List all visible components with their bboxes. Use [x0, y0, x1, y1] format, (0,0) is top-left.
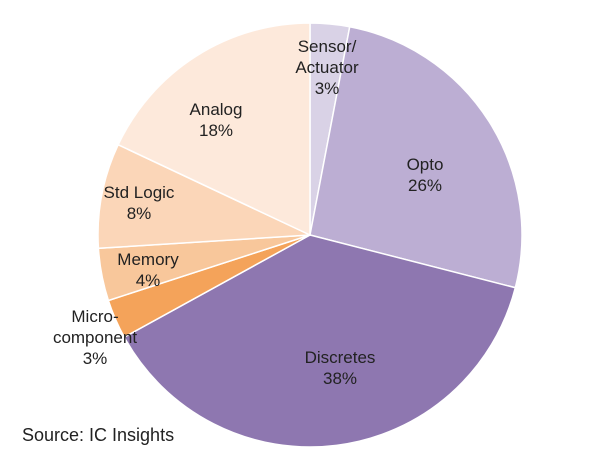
slice-value-analog: 18%: [199, 121, 233, 140]
slice-name-opto: Opto: [407, 155, 444, 174]
slice-value-sensor-actuator: 3%: [315, 79, 340, 98]
slice-label-analog: Analog 18%: [190, 100, 243, 140]
slice-label-std-logic: Std Logic 8%: [104, 183, 175, 223]
slice-label-opto: Opto 26%: [407, 155, 444, 195]
pie-slice-analog: [117, 22, 311, 237]
slice-value-micro-component: 3%: [83, 349, 108, 368]
slice-name-discretes: Discretes: [305, 348, 376, 367]
slice-label-sensor-actuator: Sensor/Actuator 3%: [295, 37, 359, 98]
pie-slice-std-logic: [97, 143, 311, 250]
slice-name-analog: Analog: [190, 100, 243, 119]
slice-name-memory: Memory: [117, 250, 179, 269]
slice-label-memory: Memory 4%: [117, 250, 179, 290]
pie-slice-discretes: [123, 234, 517, 448]
slice-name-sensor-actuator: Sensor/: [298, 37, 357, 56]
slice-label-discretes: Discretes 38%: [305, 348, 376, 388]
slice-label-micro-component: Micro-component 3%: [53, 307, 137, 368]
slice-value-discretes: 38%: [323, 369, 357, 388]
source-note: Source: IC Insights: [22, 425, 175, 445]
slice-name-micro-component: Micro-: [71, 307, 118, 326]
slice-name-micro-component: component: [53, 328, 137, 347]
slice-value-std-logic: 8%: [127, 204, 152, 223]
slice-value-opto: 26%: [408, 176, 442, 195]
pie-slice-opto: [309, 25, 523, 289]
slice-name-std-logic: Std Logic: [104, 183, 175, 202]
slice-value-memory: 4%: [136, 271, 161, 290]
slice-name-sensor-actuator: Actuator: [295, 58, 359, 77]
